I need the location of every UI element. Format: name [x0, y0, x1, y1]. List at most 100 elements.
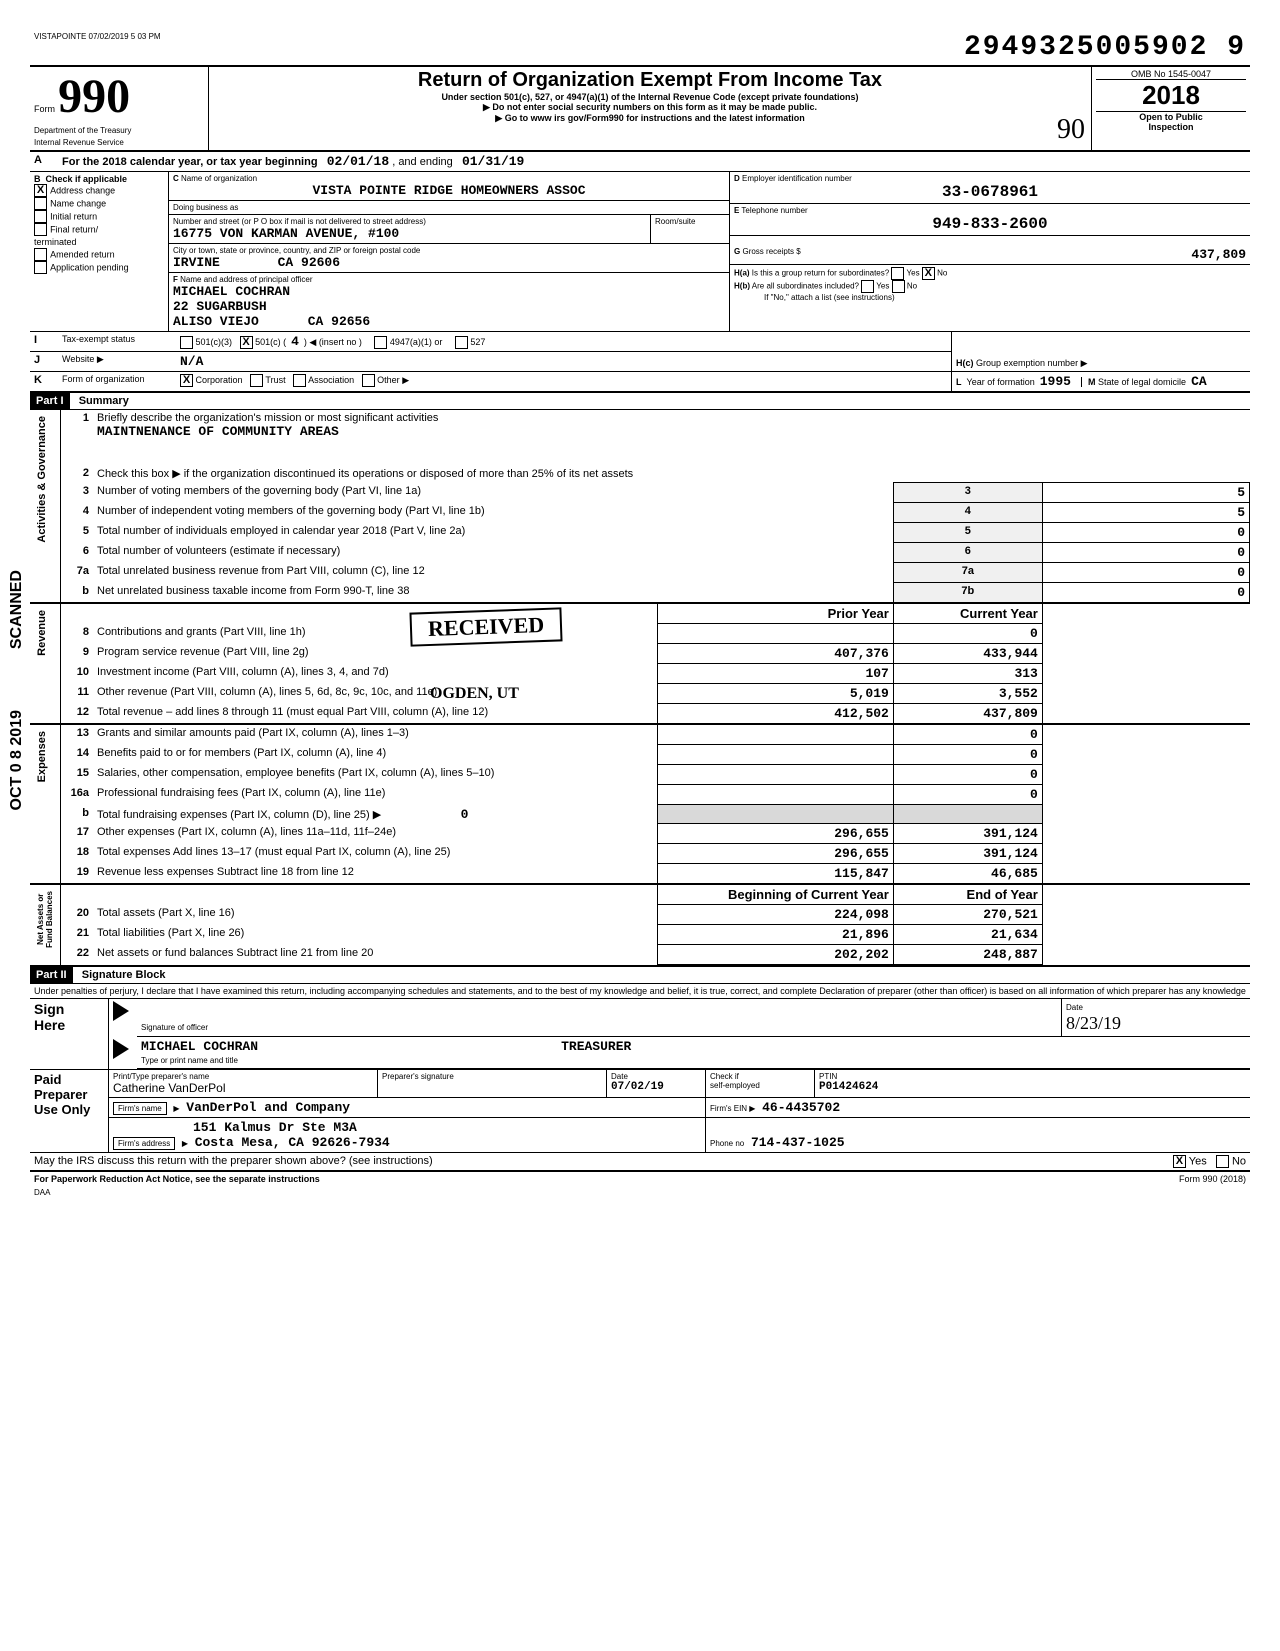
perjury-decl: Under penalties of perjury, I declare th…: [30, 984, 1250, 998]
l12c: 437,809: [893, 704, 1042, 725]
527-checkbox[interactable]: [455, 336, 468, 349]
addr-change: Address change: [50, 185, 115, 195]
form-title: Return of Organization Exempt From Incom…: [213, 69, 1087, 92]
trust: Trust: [265, 375, 285, 385]
501c3-checkbox[interactable]: [180, 336, 193, 349]
firm-addr-label: Firm's address: [113, 1137, 175, 1150]
h-note: If "No," attach a list (see instructions…: [764, 293, 895, 302]
ha-no-checkbox[interactable]: X: [922, 267, 935, 280]
assoc: Association: [308, 375, 354, 385]
501c-insert: 4: [291, 334, 299, 349]
name-change-checkbox[interactable]: [34, 197, 47, 210]
k-label: Form of organization: [58, 372, 176, 392]
pending-checkbox[interactable]: [34, 261, 47, 274]
l13p: [657, 724, 893, 745]
firm-ein: 46-4435702: [762, 1100, 840, 1115]
l8c: 0: [893, 624, 1042, 644]
yes-label: Yes: [907, 269, 920, 278]
received-stamp: RECEIVED: [409, 607, 562, 646]
irs: Internal Revenue Service: [34, 138, 124, 147]
part2-heading: Signature Block: [82, 969, 166, 981]
l7av: 0: [1042, 563, 1249, 583]
l14p: [657, 745, 893, 765]
discuss-no-checkbox[interactable]: [1216, 1155, 1229, 1168]
l13: Grants and similar amounts paid (Part IX…: [93, 724, 657, 745]
year-formation: 1995: [1040, 374, 1071, 389]
l16bv: 0: [461, 807, 469, 822]
date-label2: Date: [611, 1072, 628, 1081]
form-subtitle: Under section 501(c), 527, or 4947(a)(1)…: [213, 92, 1087, 102]
trust-checkbox[interactable]: [250, 374, 263, 387]
hb-yes-checkbox[interactable]: [861, 280, 874, 293]
l10p: 107: [657, 664, 893, 684]
i-label: Tax-exempt status: [58, 332, 176, 352]
hb-no-checkbox[interactable]: [892, 280, 905, 293]
form-number: 990: [58, 70, 130, 123]
initial-checkbox[interactable]: [34, 210, 47, 223]
ha-yes-checkbox[interactable]: [891, 267, 904, 280]
ty-end: 01/31/19: [462, 154, 524, 169]
l1-value: MAINTNENANCE OF COMMUNITY AREAS: [97, 424, 339, 439]
l7a: Total unrelated business revenue from Pa…: [93, 563, 893, 583]
other-checkbox[interactable]: [362, 374, 375, 387]
final-checkbox[interactable]: [34, 223, 47, 236]
l11: Other revenue (Part VIII, column (A), li…: [93, 684, 657, 704]
l13c: 0: [893, 724, 1042, 745]
501c-checkbox[interactable]: X: [240, 336, 253, 349]
yes3: Yes: [1189, 1156, 1207, 1168]
firm-ein-label: Firm's EIN ▶: [710, 1104, 755, 1113]
l22: Net assets or fund balances Subtract lin…: [93, 945, 657, 965]
dept: Department of the Treasury: [34, 126, 131, 135]
501c3: 501(c)(3): [196, 337, 233, 347]
org-name: VISTA POINTE RIDGE HOMEOWNERS ASSOC: [173, 183, 725, 198]
l15: Salaries, other compensation, employee b…: [93, 765, 657, 785]
city-label: City or town, state or province, country…: [173, 246, 420, 255]
l21c: 21,634: [893, 925, 1042, 945]
l3v: 5: [1042, 483, 1249, 503]
officer-addr3: CA 92656: [308, 314, 370, 329]
corp-checkbox[interactable]: X: [180, 374, 193, 387]
assoc-checkbox[interactable]: [293, 374, 306, 387]
l22p: 202,202: [657, 945, 893, 965]
l5v: 0: [1042, 523, 1249, 543]
side-revenue: Revenue: [34, 606, 50, 660]
gross-receipts: 437,809: [1191, 247, 1246, 262]
daa: DAA: [30, 1186, 1002, 1199]
l22c: 248,887: [893, 945, 1042, 965]
l10c: 313: [893, 664, 1042, 684]
amended-checkbox[interactable]: [34, 248, 47, 261]
l-label: Year of formation: [967, 377, 1035, 387]
l15c: 0: [893, 765, 1042, 785]
pra-notice: For Paperwork Reduction Act Notice, see …: [30, 1172, 1002, 1186]
insert-label: (insert no ): [319, 337, 362, 347]
l7bv: 0: [1042, 583, 1249, 604]
officer-addr1: 22 SUGARBUSH: [173, 299, 725, 314]
handwritten-90: 90: [1057, 114, 1085, 146]
line-a-label: For the 2018 calendar year, or tax year …: [62, 156, 318, 168]
side-netassets: Net Assets or Fund Balances: [34, 887, 56, 952]
l14c: 0: [893, 745, 1042, 765]
corp: Corporation: [196, 375, 243, 385]
4947: 4947(a)(1) or: [390, 337, 443, 347]
addr-change-checkbox[interactable]: X: [34, 184, 47, 197]
discuss-yes-checkbox[interactable]: X: [1173, 1155, 1186, 1168]
officer-title: TREASURER: [561, 1039, 631, 1054]
firm-name: VanDerPol and Company: [186, 1100, 350, 1115]
part2-title: Part II: [30, 967, 73, 983]
l19: Revenue less expenses Subtract line 18 f…: [93, 864, 657, 885]
ogden-stamp: OGDEN, UT: [430, 685, 519, 703]
sig-officer-label: Signature of officer: [141, 1023, 208, 1032]
l15p: [657, 765, 893, 785]
other: Other: [377, 375, 400, 385]
open-public: Open to Public: [1096, 112, 1246, 122]
phone-label: Phone no: [710, 1139, 744, 1148]
part1-heading: Summary: [79, 395, 129, 407]
ssn-warning: Do not enter social security numbers on …: [492, 102, 817, 112]
ty-begin: 02/01/18: [327, 154, 389, 169]
state-domicile: CA: [1191, 374, 1207, 389]
l9p: 407,376: [657, 644, 893, 664]
hc-label: Group exemption number: [976, 358, 1078, 368]
4947-checkbox[interactable]: [374, 336, 387, 349]
l17c: 391,124: [893, 824, 1042, 844]
hand-date: 8/23/19: [1066, 1013, 1121, 1033]
